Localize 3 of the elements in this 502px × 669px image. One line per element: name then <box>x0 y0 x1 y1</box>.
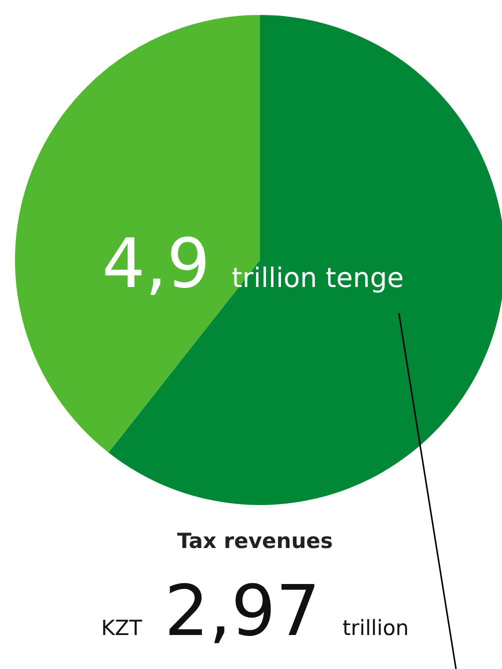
text: 4,9 trillion tenge <box>102 225 404 304</box>
data-label: KZT 2,97 trillion <box>101 570 409 652</box>
slice-label: Tax revenues <box>177 529 333 553</box>
